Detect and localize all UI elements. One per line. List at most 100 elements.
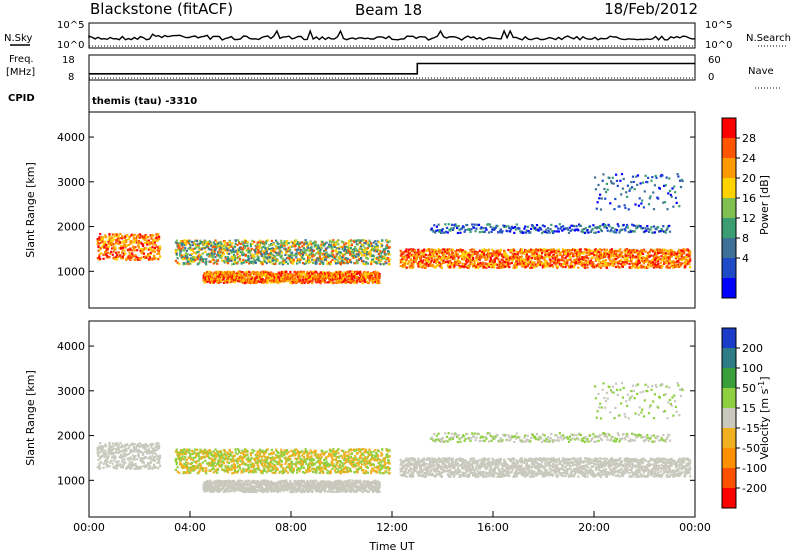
power-echo — [668, 177, 671, 180]
power-echo — [261, 249, 264, 253]
power-echo — [641, 199, 644, 202]
power-echo — [562, 256, 565, 259]
power-echo — [233, 258, 236, 261]
ytick-label: 1000 — [57, 265, 85, 278]
power-echo — [542, 248, 545, 251]
power-echo — [532, 252, 535, 255]
power-echo — [137, 246, 140, 249]
power-echo — [406, 255, 409, 258]
power-echo — [259, 279, 263, 282]
power-echo — [461, 250, 464, 253]
power-echo — [491, 254, 494, 258]
power-echo — [532, 266, 535, 269]
power-echo — [480, 256, 483, 259]
power-echo — [345, 259, 348, 262]
power-echo — [326, 260, 329, 263]
power-echo — [667, 192, 670, 195]
power-echo — [473, 253, 476, 256]
velocity-echo — [111, 456, 114, 459]
power-echo — [121, 255, 124, 258]
power-echo — [349, 240, 353, 243]
power-echo — [387, 257, 390, 260]
power-echo — [325, 251, 328, 254]
power-echo — [411, 250, 414, 253]
power-echo — [241, 240, 244, 243]
power-echo — [344, 261, 348, 264]
power-echo — [259, 252, 263, 256]
power-echo — [131, 245, 135, 248]
power-echo — [231, 277, 234, 280]
power-echo — [582, 231, 585, 234]
power-echo — [680, 249, 683, 252]
power-echo — [533, 261, 536, 264]
power-echo — [656, 256, 659, 259]
power-echo — [323, 252, 326, 255]
power-echo — [356, 262, 359, 265]
power-echo — [497, 255, 500, 258]
power-echo — [357, 254, 360, 257]
power-echo — [311, 255, 314, 258]
power-echo — [628, 230, 631, 234]
colorbar-swatch — [722, 158, 736, 178]
power-echo — [319, 248, 322, 251]
power-echo — [194, 247, 197, 250]
power-echo — [258, 259, 261, 262]
power-echo — [235, 249, 238, 252]
power-echo — [291, 275, 294, 278]
power-echo — [274, 255, 277, 258]
power-echo — [289, 260, 292, 263]
power-echo — [299, 258, 302, 261]
power-echo — [667, 251, 670, 254]
power-echo — [246, 249, 249, 252]
power-echo — [253, 259, 256, 262]
power-echo — [351, 278, 354, 281]
station-title: Blackstone (fitACF) — [90, 0, 233, 18]
power-echo — [631, 230, 635, 233]
power-echo — [442, 259, 445, 262]
power-echo — [241, 250, 244, 253]
power-echo — [243, 272, 246, 275]
power-echo — [430, 248, 433, 251]
power-echo — [662, 225, 665, 228]
power-echo — [227, 270, 231, 273]
power-echo — [252, 280, 255, 283]
power-echo — [218, 278, 221, 281]
power-echo — [359, 271, 362, 274]
power-echo — [256, 241, 259, 244]
power-echo — [152, 243, 155, 246]
power-echo — [181, 246, 184, 249]
power-echo — [270, 249, 273, 252]
power-echo — [318, 262, 321, 265]
power-echo — [497, 266, 500, 269]
power-echo — [319, 271, 322, 274]
power-echo — [385, 262, 388, 265]
power-echo — [629, 187, 632, 190]
power-echo — [180, 254, 183, 257]
power-echo — [455, 224, 458, 228]
power-echo — [514, 265, 517, 268]
power-echo — [503, 251, 507, 254]
power-echo — [312, 272, 316, 275]
power-echo — [330, 245, 333, 248]
power-echo — [525, 231, 528, 234]
power-echo — [504, 252, 507, 255]
velocity-echo — [107, 448, 110, 451]
power-echo — [423, 255, 426, 258]
power-echo — [436, 256, 439, 259]
power-echo — [214, 273, 217, 277]
power-echo — [526, 255, 529, 258]
power-echo — [347, 241, 350, 244]
power-echo — [608, 176, 611, 180]
velocity-echo — [102, 445, 105, 448]
power-echo — [99, 233, 102, 236]
power-echo — [480, 264, 483, 267]
power-echo — [225, 246, 228, 249]
power-echo — [178, 242, 181, 245]
power-echo — [142, 248, 146, 251]
power-echo — [663, 201, 667, 204]
power-echo — [641, 258, 644, 261]
power-echo — [499, 228, 502, 231]
power-echo — [567, 231, 571, 234]
power-echo — [623, 258, 626, 261]
velocity-echo — [96, 449, 99, 452]
